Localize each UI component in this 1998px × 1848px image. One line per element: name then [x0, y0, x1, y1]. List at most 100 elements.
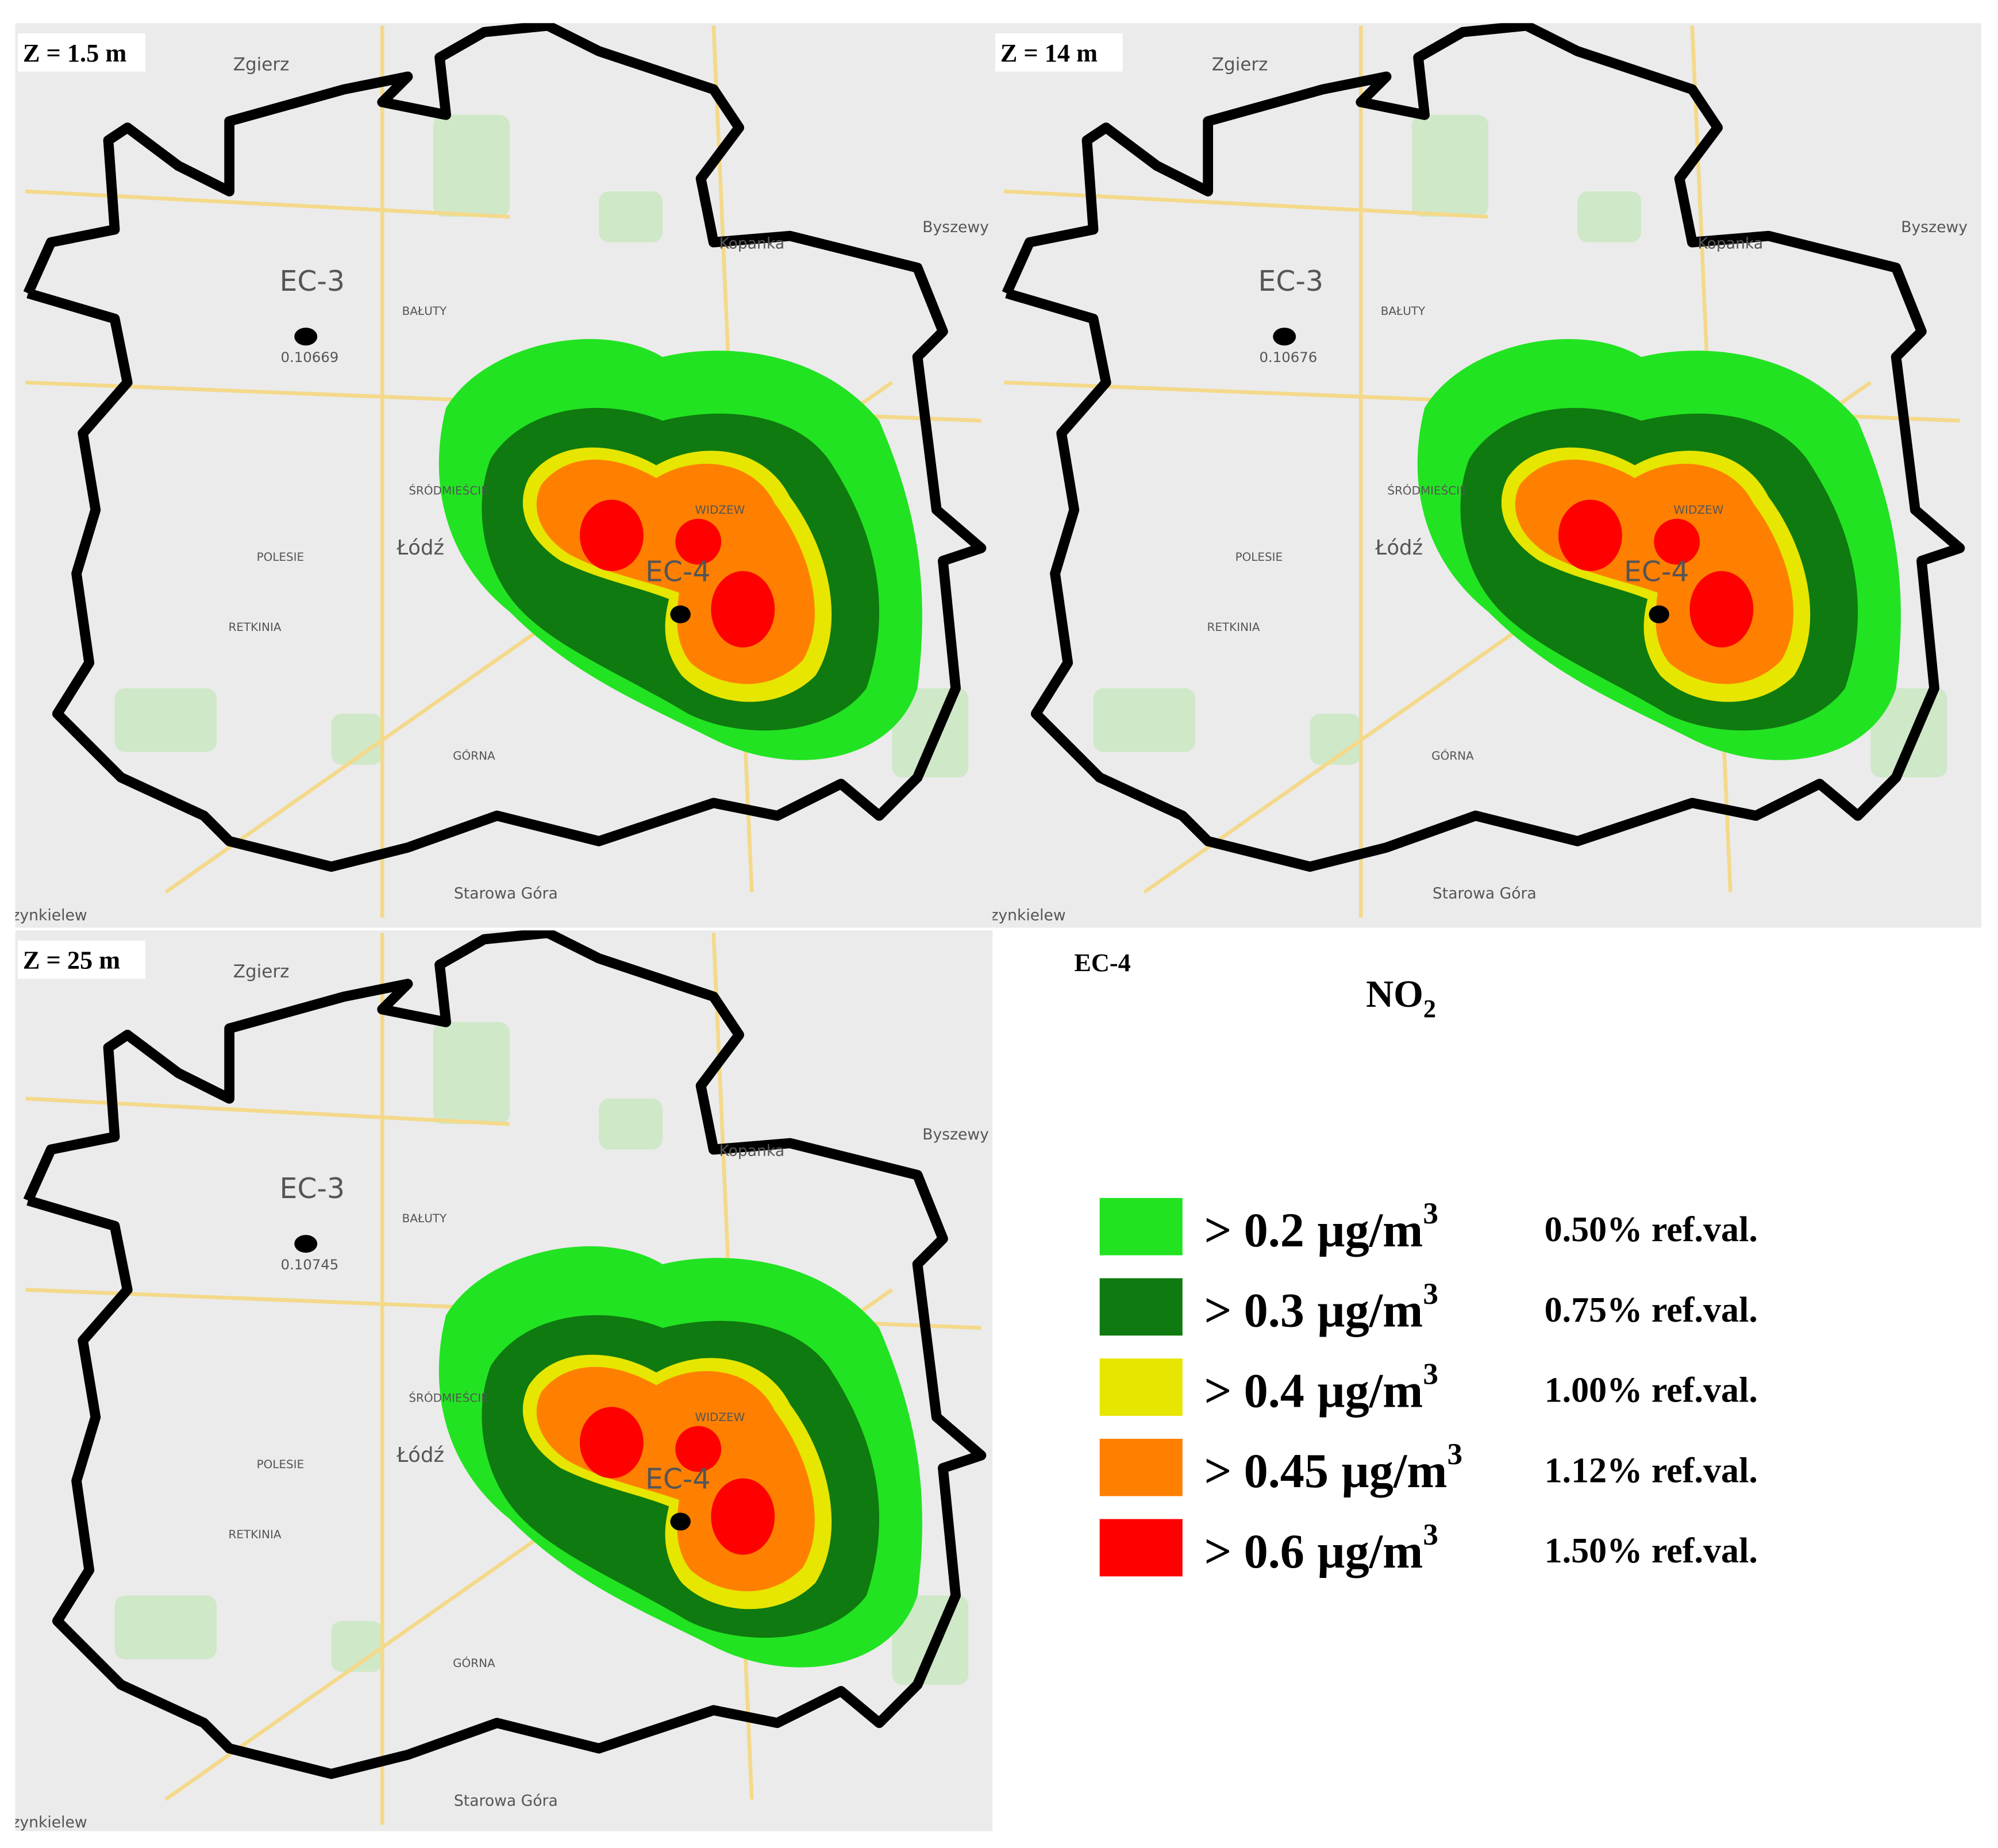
- map-label: ŚRÓDMIEŚCIE: [1387, 484, 1466, 498]
- map-label: EC-4: [1624, 555, 1689, 588]
- threshold-value: > 0.3: [1204, 1284, 1304, 1338]
- map-label: Starowa Góra: [454, 1792, 558, 1810]
- map-panel: Zgierz EC-3 EC-4 Łódź BAŁUTY ŚRÓDMIEŚCIE POLES…: [15, 23, 993, 928]
- map-label: POLESIE: [1235, 550, 1283, 564]
- threshold-value: > 0.45: [1204, 1445, 1329, 1498]
- unit-power: 3: [1423, 1357, 1438, 1391]
- unit: µg/m: [1317, 1364, 1423, 1418]
- park-area: [1093, 688, 1195, 752]
- map-label: Kopanka: [1698, 235, 1764, 253]
- ec4-source: [1649, 605, 1669, 623]
- park-area: [114, 688, 217, 752]
- map-label: Łódź: [396, 536, 444, 560]
- road: [25, 189, 510, 219]
- park-area: [331, 714, 383, 765]
- map-label: WIDZEW: [1673, 503, 1723, 517]
- map-label: Starowa Góra: [454, 885, 558, 903]
- panel-label: Z = 25 m: [23, 946, 120, 975]
- legend-swatch: [1099, 1438, 1183, 1496]
- panel-label-bg: [18, 940, 145, 979]
- legend-swatch: [1099, 1198, 1183, 1256]
- legend-threshold: > 0.6 µg/m3: [1204, 1518, 1438, 1578]
- map-label: BAŁUTY: [1381, 304, 1426, 318]
- city-boundary: [1002, 23, 1965, 872]
- unit: µg/m: [1317, 1525, 1423, 1578]
- map-label: RETKINIA: [228, 1527, 281, 1541]
- map-label: Łódź: [1375, 536, 1423, 560]
- plume-zone: [675, 518, 722, 565]
- plume-zone: [579, 499, 644, 571]
- map-label: WIDZEW: [695, 1410, 745, 1424]
- unit-power: 3: [1423, 1277, 1438, 1311]
- panel-label-bg: [18, 33, 145, 72]
- city-boundary: [23, 23, 987, 872]
- park-area: [114, 1595, 217, 1660]
- map-label: RETKINIA: [228, 620, 281, 634]
- pollutant-subscript: 2: [1423, 994, 1436, 1023]
- map-label: WIDZEW: [695, 503, 745, 517]
- park-area: [599, 1098, 663, 1150]
- map-label: Byszewy: [922, 218, 989, 236]
- legend-swatch: [1099, 1278, 1183, 1336]
- threshold-value: > 0.6: [1204, 1525, 1304, 1578]
- legend-source: EC-4: [1074, 948, 1131, 977]
- unit-power: 3: [1447, 1437, 1462, 1471]
- map-label: Łódź: [396, 1443, 444, 1467]
- map-label: EC-3: [1258, 265, 1323, 298]
- panel-label-bg: [995, 33, 1123, 72]
- legend-threshold: > 0.2 µg/m3: [1204, 1196, 1438, 1257]
- park-area: [599, 191, 663, 242]
- threshold-value: > 0.4: [1204, 1364, 1304, 1418]
- map-label: ŚRÓDMIEŚCIE: [409, 484, 488, 498]
- map-label: POLESIE: [257, 550, 305, 564]
- plume-zone: [579, 1407, 644, 1479]
- park-area: [433, 1022, 510, 1125]
- ec3-source: [294, 1235, 318, 1253]
- map-label: GÓRNA: [453, 749, 495, 763]
- map-label: ŚRÓDMIEŚCIE: [409, 1391, 488, 1405]
- unit: µg/m: [1317, 1204, 1423, 1257]
- map-label: GÓRNA: [1431, 749, 1474, 763]
- map-label: GÓRNA: [453, 1656, 495, 1670]
- ec3-source: [1273, 328, 1296, 346]
- ec3-source: [294, 328, 318, 346]
- road: [25, 1096, 510, 1126]
- park-area: [1577, 191, 1642, 242]
- legend-percent: 1.50% ref.val.: [1545, 1531, 1758, 1570]
- map-label: EC-4: [645, 1462, 711, 1495]
- legend-pollutant: NO2: [1366, 973, 1436, 1023]
- legend-threshold: > 0.3 µg/m3: [1204, 1277, 1438, 1338]
- map-label: EC-4: [645, 555, 711, 588]
- map-content: Zgierz EC-3 EC-4 Łódź BAŁUTY ŚRÓDMIEŚCIE POLES…: [16, 930, 989, 1831]
- map-label: Byszewy: [1901, 218, 1968, 236]
- unit: µg/m: [1317, 1284, 1423, 1338]
- map-label: Starowa Góra: [1433, 885, 1537, 903]
- map-label: EC-3: [280, 265, 345, 298]
- map-content: Zgierz EC-3 EC-4 Łódź BAŁUTY ŚRÓDMIEŚCIE POLES…: [16, 23, 989, 924]
- legend-percent: 1.00% ref.val.: [1545, 1371, 1758, 1410]
- road: [1004, 189, 1489, 219]
- map-label: EC-3: [280, 1172, 345, 1205]
- legend-threshold: > 0.45 µg/m3: [1204, 1437, 1463, 1498]
- unit: µg/m: [1341, 1445, 1447, 1498]
- map-label: Byszewy: [922, 1126, 989, 1144]
- map-label: BAŁUTY: [402, 1211, 447, 1225]
- plume-zone: [711, 1478, 775, 1555]
- ec3-value: 0.10669: [280, 349, 338, 365]
- park-area: [331, 1620, 383, 1672]
- legend-percent: 0.50% ref.val.: [1545, 1210, 1758, 1249]
- legend-percent: 0.75% ref.val.: [1545, 1291, 1758, 1330]
- ec3-value: 0.10745: [280, 1256, 338, 1273]
- map-content: Zgierz EC-3 EC-4 Łódź BAŁUTY ŚRÓDMIEŚCIE POLES…: [992, 23, 1968, 924]
- ec3-value: 0.10676: [1259, 349, 1317, 365]
- map-label: Zgierz: [1212, 54, 1268, 75]
- unit-power: 3: [1423, 1518, 1438, 1551]
- map-panel: Zgierz EC-3 EC-4 Łódź BAŁUTY ŚRÓDMIEŚCIE POLES…: [15, 930, 993, 1831]
- ec4-source: [670, 1512, 691, 1531]
- city-boundary: [23, 930, 987, 1779]
- pollutant: NO: [1366, 973, 1423, 1015]
- park-area: [1411, 114, 1489, 217]
- unit-power: 3: [1423, 1196, 1438, 1230]
- plume-zone: [711, 571, 775, 648]
